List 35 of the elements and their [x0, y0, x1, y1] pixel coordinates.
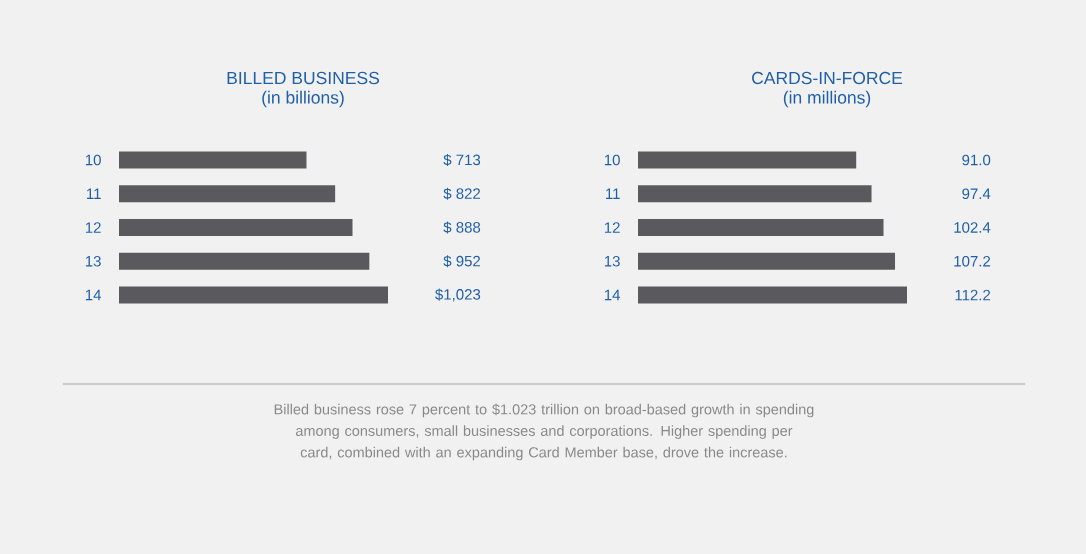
y-tick-label: 14 — [85, 289, 102, 301]
chart-title: CARDS-IN-FORCE — [752, 71, 903, 85]
chart-subtitle: (in millions) — [783, 90, 871, 108]
bar — [119, 252, 370, 270]
y-tick-label: 14 — [604, 289, 621, 301]
chart-title: BILLED BUSINESS — [227, 71, 380, 85]
data-label: 97.4 — [962, 188, 991, 200]
data-label: $1,023 — [435, 288, 481, 302]
data-label: 112.2 — [955, 289, 991, 301]
y-tick-label: 13 — [85, 255, 101, 267]
data-label: 91.0 — [962, 154, 991, 166]
y-tick-label: 12 — [85, 222, 101, 233]
data-label: 102.4 — [954, 222, 991, 233]
data-label: $ 822 — [443, 187, 481, 200]
bar — [119, 151, 307, 169]
data-label: 107.2 — [954, 255, 991, 267]
text: Billed business rose 7 percent to $1.023 trillion on broad-based growth in spending among consumers, small businesses and corporations. Higher spending per card, combined with an expanding Card Member base, drove the increase. — [274, 403, 814, 461]
bar — [119, 219, 353, 237]
bar — [638, 286, 908, 304]
bar — [119, 286, 389, 304]
bar — [119, 185, 336, 203]
chart-subtitle: (in billions) — [262, 90, 344, 108]
bar — [638, 219, 884, 236]
y-tick-label: 11 — [87, 188, 101, 199]
data-label: $ 888 — [443, 221, 481, 234]
y-tick-label: 11 — [606, 188, 620, 199]
bar — [638, 151, 857, 169]
y-tick-label: 13 — [604, 255, 620, 267]
y-tick-label: 10 — [85, 154, 101, 166]
data-label: $ 952 — [443, 255, 481, 268]
y-tick-label: 12 — [604, 222, 620, 233]
data-label: $ 713 — [443, 153, 481, 167]
bar — [638, 252, 896, 270]
y-tick-label: 10 — [604, 154, 620, 166]
bar — [638, 185, 872, 203]
